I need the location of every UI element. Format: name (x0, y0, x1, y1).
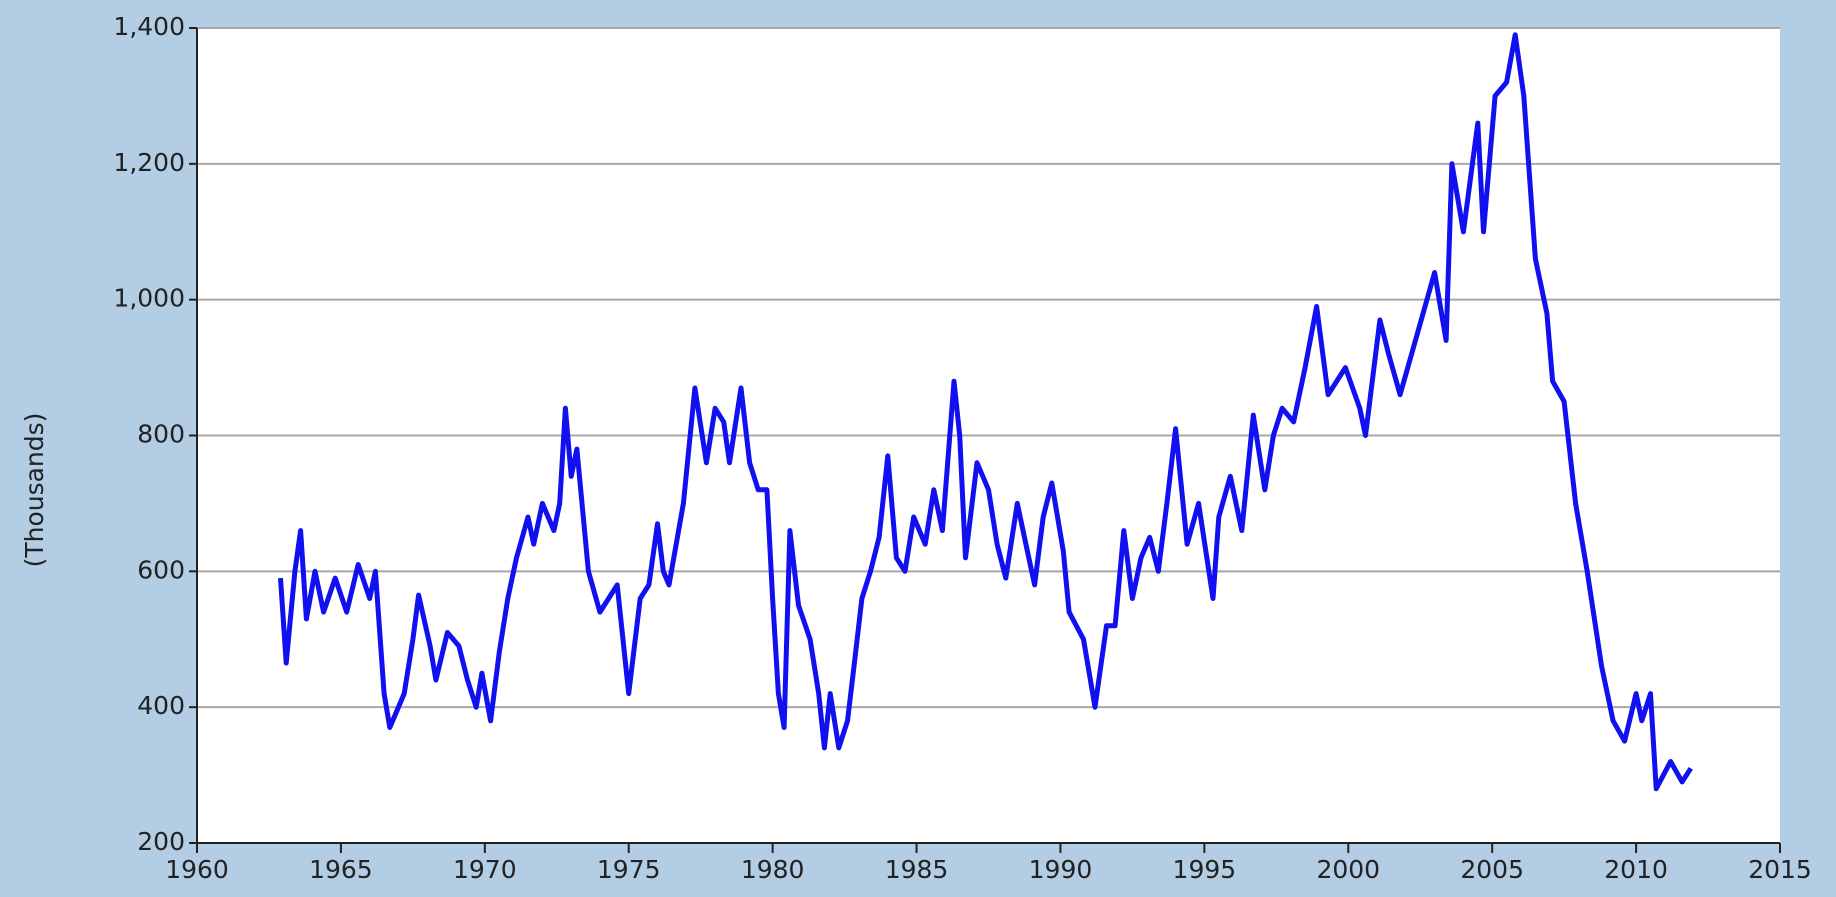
y-tick-label: 1,000 (113, 284, 185, 313)
x-tick-label: 1960 (165, 855, 229, 884)
y-axis-label: (Thousands) (20, 413, 49, 568)
x-tick-label: 1975 (597, 855, 661, 884)
y-tick-label: 1,400 (113, 12, 185, 41)
y-tick-label: 600 (137, 555, 185, 584)
x-tick-label: 1995 (1173, 855, 1237, 884)
y-tick-label: 200 (137, 827, 185, 856)
x-tick-label: 1990 (1029, 855, 1093, 884)
x-tick-label: 2005 (1460, 855, 1524, 884)
data-line (278, 32, 1693, 792)
x-tick-label: 1980 (741, 855, 805, 884)
x-tick-label: 2000 (1316, 855, 1380, 884)
x-tick-label: 1985 (885, 855, 949, 884)
x-tick-label: 1970 (453, 855, 517, 884)
x-tick-label: 1965 (309, 855, 373, 884)
y-tick-label: 400 (137, 691, 185, 720)
y-tick-label: 1,200 (113, 148, 185, 177)
x-tick-label: 2015 (1748, 855, 1812, 884)
x-tick-label: 2010 (1604, 855, 1668, 884)
y-tick-label: 800 (137, 420, 185, 449)
